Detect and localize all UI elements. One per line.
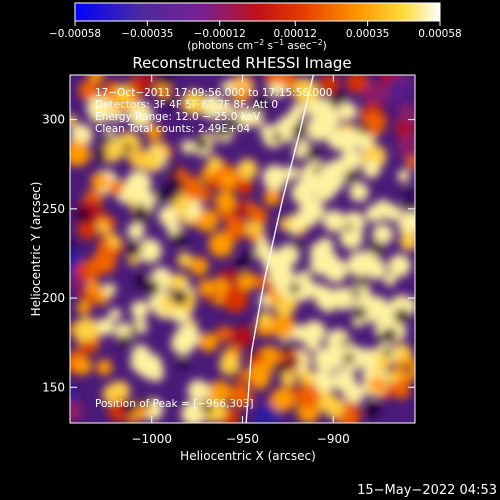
chart-title: Reconstructed RHESSI Image [132,54,351,72]
x-tick-label: −1000 [131,432,172,446]
annotation-time: 17−Oct−2011 17:09:56.000 to 17:15:56.000 [95,87,332,99]
x-axis-label: Heliocentric X (arcsec) [180,449,316,463]
colorbar-tick-label: −0.00012 [194,28,246,40]
y-tick-label: 250 [42,202,65,216]
y-tick-label: 150 [42,380,65,394]
colorbar-tick-label: 0.00058 [418,28,461,40]
colorbar-tick-label: 0.00012 [274,28,317,40]
y-tick-label: 300 [42,113,65,127]
y-axis-label: Heliocentric Y (arcsec) [29,182,43,317]
colorbar: −0.00058 −0.00035 −0.00012 0.00012 0.00035 0.… [49,2,462,52]
annotation-energy: Energy Range: 12.0 − 25.0 keV [95,111,261,123]
footer-timestamp: 15−May−2022 04:53 [357,483,497,498]
annotation-clean: Clean Total counts: 2.49E+04 [95,123,250,135]
x-tick-label: −950 [226,432,259,446]
colorbar-tick-label: −0.00058 [49,28,101,40]
colorbar-unit-label: (photons cm−2 s−1 asec−2) [187,38,326,52]
colorbar-gradient [74,2,441,22]
y-axis-ticks: 150 200 250 300 [42,113,415,394]
x-tick-label: −900 [317,432,350,446]
solar-limb-curve [245,75,314,423]
peak-position-label: Position of Peak = [−966,303] [95,398,254,410]
x-axis-ticks: −1000 −950 −900 [131,75,350,446]
colorbar-ticks: −0.00058 −0.00035 −0.00012 0.00012 0.00035 0.… [49,21,462,40]
annotation-block: 17−Oct−2011 17:09:56.000 to 17:15:56.000… [95,87,332,135]
colorbar-tick-label: −0.00035 [121,28,173,40]
y-tick-label: 200 [42,291,65,305]
colorbar-tick-label: 0.00035 [346,28,389,40]
heatmap-image [70,75,415,423]
annotation-detectors: Detectors: 3F 4F 5F 6F 7F 8F, Att 0 [95,99,278,111]
